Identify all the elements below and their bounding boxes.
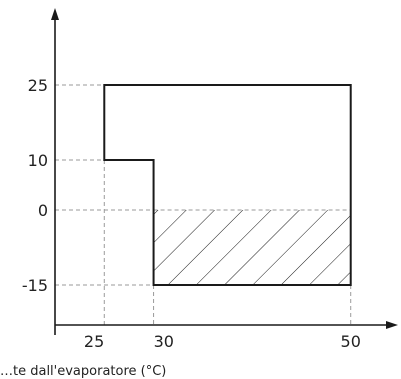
x-tick-label: 30	[154, 332, 174, 351]
x-tick-label: 50	[341, 332, 361, 351]
y-axis-arrow	[51, 8, 59, 20]
x-tick-label: 25	[84, 332, 104, 351]
y-tick-label: 0	[38, 201, 48, 220]
x-axis-title: …te dall'evaporatore (°C)	[0, 364, 166, 379]
y-tick-label: 10	[28, 151, 48, 170]
operating-envelope	[103, 84, 352, 286]
y-tick-label: 25	[28, 76, 48, 95]
hatched-region	[153, 210, 351, 285]
x-axis-arrow	[386, 321, 398, 329]
y-tick-label: -15	[22, 276, 48, 295]
hatched-region-group	[153, 210, 351, 285]
tick-labels-group: 25 10 0 -15 25 30 50	[22, 76, 361, 351]
axes-group	[51, 8, 398, 335]
guide-lines	[55, 84, 352, 325]
envelope-group	[103, 84, 352, 286]
